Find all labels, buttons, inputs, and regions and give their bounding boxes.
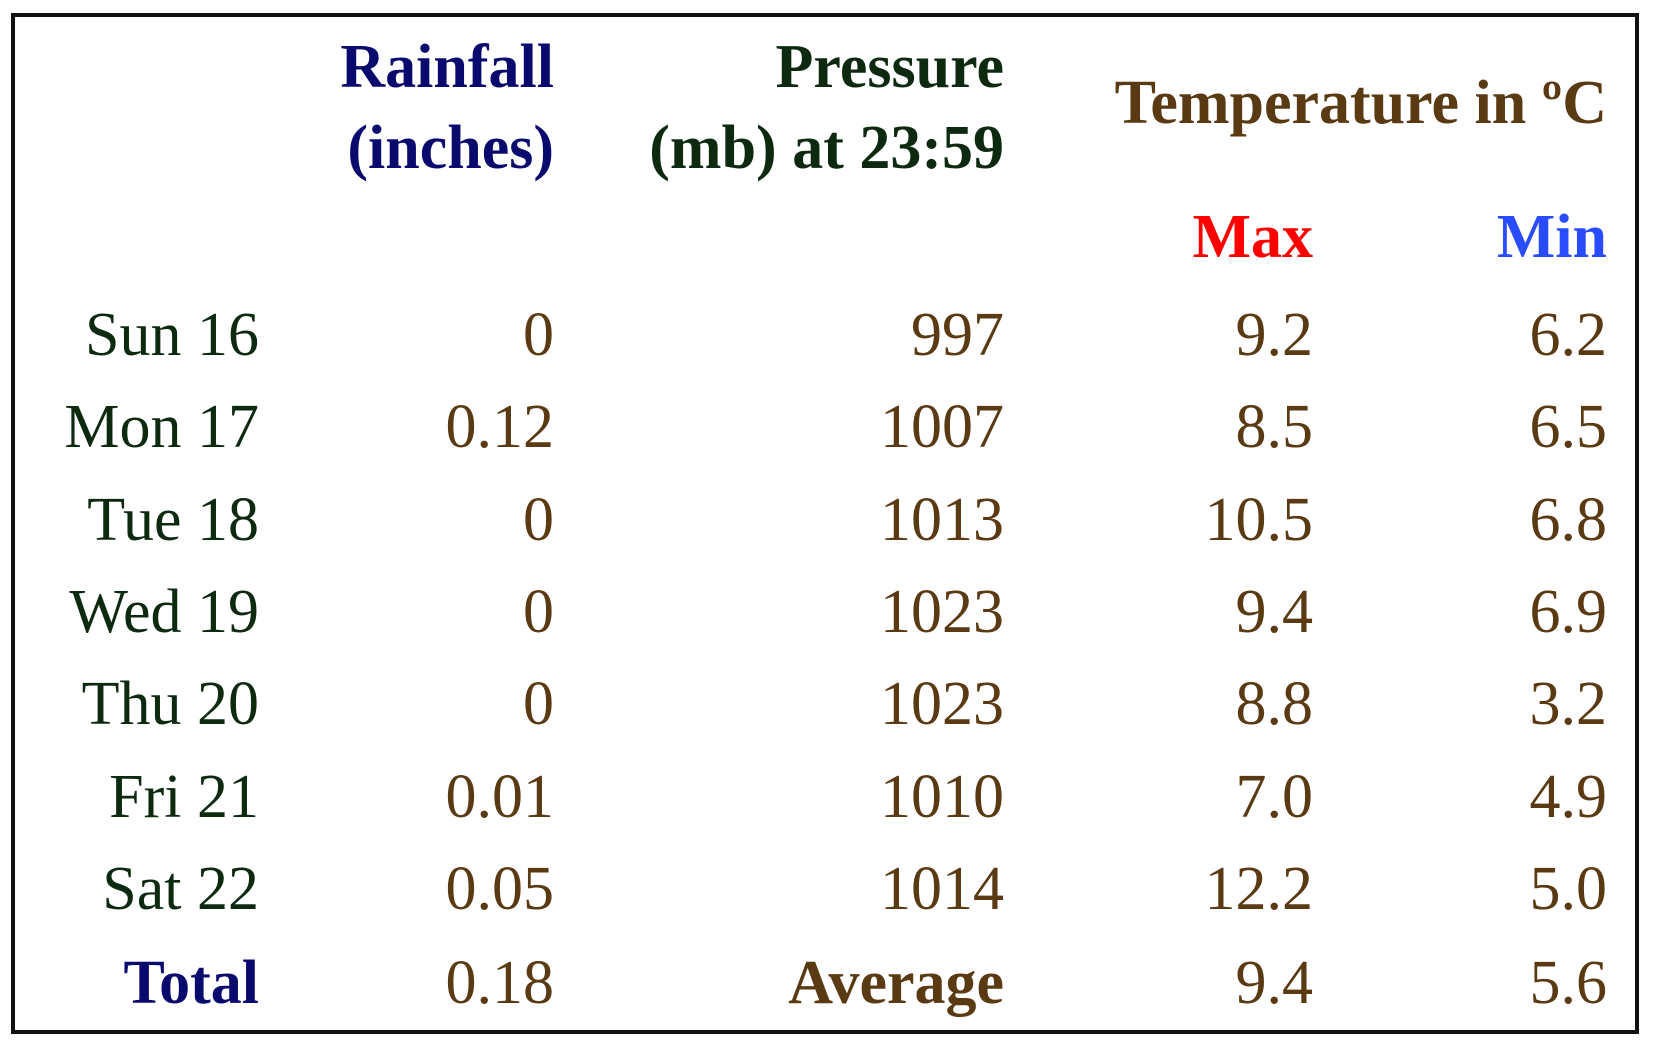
cell-max: 12.2: [1204, 854, 1314, 923]
cell-min: 6.9: [1529, 577, 1608, 646]
cell-pressure: 1023: [880, 577, 1004, 646]
cell-min: 3.2: [1529, 670, 1608, 739]
average-min: 5.6: [1529, 949, 1608, 1017]
cell-pressure: 1010: [880, 762, 1004, 831]
cell-min: 6.8: [1529, 485, 1608, 554]
max-header: Max: [1192, 203, 1313, 271]
cell-rainfall: 0.12: [445, 393, 555, 462]
cell-min: 4.9: [1529, 762, 1608, 831]
average-label: Average: [788, 949, 1004, 1017]
cell-pressure: 997: [911, 301, 1004, 369]
cell-max: 10.5: [1204, 485, 1314, 554]
cell-rainfall: 0: [523, 301, 554, 369]
pressure-header-line1: Pressure: [775, 33, 1004, 101]
cell-pressure: 1013: [880, 485, 1004, 554]
cell-min: 5.0: [1529, 854, 1608, 923]
min-header: Min: [1496, 203, 1607, 271]
cell-min: 6.5: [1529, 393, 1608, 462]
cell-pressure: 1007: [880, 393, 1004, 462]
total-rainfall: 0.18: [445, 949, 555, 1017]
cell-day: Wed 19: [69, 577, 259, 646]
weather-table-frame: [11, 13, 1639, 1034]
cell-day: Fri 21: [109, 762, 259, 831]
rainfall-header-line1: Rainfall: [340, 33, 554, 101]
cell-day: Thu 20: [81, 670, 259, 739]
cell-max: 8.8: [1235, 670, 1314, 739]
cell-max: 9.2: [1235, 301, 1314, 369]
cell-rainfall: 0.05: [445, 854, 555, 923]
cell-rainfall: 0.01: [445, 762, 555, 831]
cell-max: 8.5: [1235, 393, 1314, 462]
cell-day: Sat 22: [102, 854, 259, 923]
cell-pressure: 1014: [880, 854, 1004, 923]
cell-pressure: 1023: [880, 670, 1004, 739]
cell-day: Tue 18: [87, 485, 259, 554]
cell-rainfall: 0: [523, 577, 554, 646]
cell-rainfall: 0: [523, 485, 554, 554]
cell-max: 7.0: [1235, 762, 1314, 831]
cell-day: Sun 16: [85, 301, 259, 369]
pressure-header-line2: (mb) at 23:59: [649, 114, 1004, 182]
rainfall-header-line2: (inches): [347, 114, 554, 182]
total-label: Total: [123, 949, 259, 1017]
cell-rainfall: 0: [523, 670, 554, 739]
cell-max: 9.4: [1235, 577, 1314, 646]
cell-day: Mon 17: [64, 393, 259, 462]
cell-min: 6.2: [1529, 301, 1608, 369]
temperature-header: Temperature in ºC: [1114, 69, 1607, 137]
average-max: 9.4: [1235, 949, 1314, 1017]
